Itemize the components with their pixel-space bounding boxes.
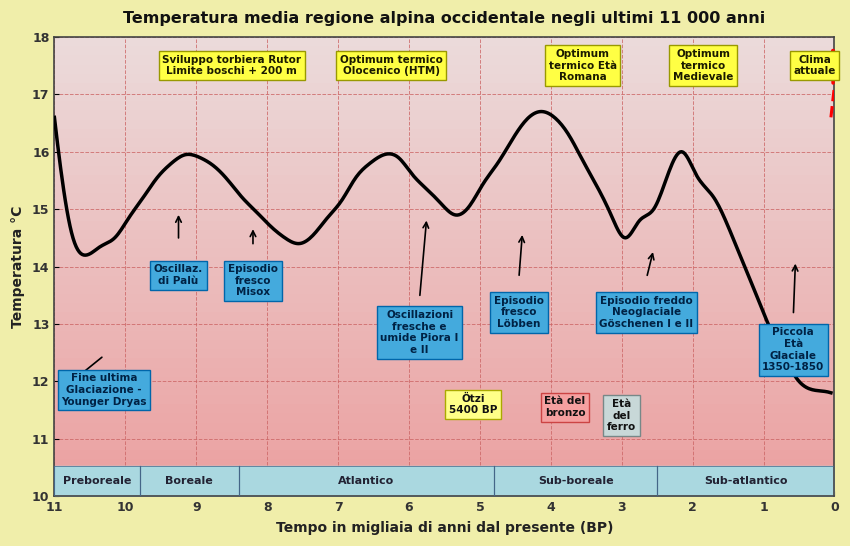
- Text: Clima
attuale: Clima attuale: [793, 55, 836, 76]
- Y-axis label: Temperatura °C: Temperatura °C: [11, 205, 26, 328]
- Text: Piccola
Età
Glaciale
1350-1850: Piccola Età Glaciale 1350-1850: [762, 328, 824, 372]
- X-axis label: Tempo in migliaia di anni dal presente (BP): Tempo in migliaia di anni dal presente (…: [275, 521, 613, 535]
- Text: Oscillazioni
fresche e
umide Piora I
e II: Oscillazioni fresche e umide Piora I e I…: [381, 310, 459, 355]
- Text: Sviluppo torbiera Rutor
Limite boschi + 200 m: Sviluppo torbiera Rutor Limite boschi + …: [162, 55, 301, 76]
- Text: Età del
bronzo: Età del bronzo: [545, 396, 586, 418]
- Text: Optimum termico
Olocenico (HTM): Optimum termico Olocenico (HTM): [340, 55, 443, 76]
- Text: Atlantico: Atlantico: [338, 476, 394, 486]
- Text: Ötzi
5400 BP: Ötzi 5400 BP: [449, 394, 497, 415]
- Text: Episodio
fresco
Misox: Episodio fresco Misox: [228, 264, 278, 298]
- Text: Età
del
ferro: Età del ferro: [607, 399, 637, 432]
- Title: Temperatura media regione alpina occidentale negli ultimi 11 000 anni: Temperatura media regione alpina occiden…: [123, 11, 766, 26]
- Text: Episodio
fresco
Löbben: Episodio fresco Löbben: [494, 296, 544, 329]
- Text: Sub-atlantico: Sub-atlantico: [704, 476, 788, 486]
- Text: Boreale: Boreale: [165, 476, 213, 486]
- Text: Optimum
termico Età
Romana: Optimum termico Età Romana: [548, 49, 617, 82]
- Text: Episodio freddo
Neoglaciale
Göschenen I e II: Episodio freddo Neoglaciale Göschenen I …: [599, 296, 694, 329]
- Text: Optimum
termico
Medievale: Optimum termico Medievale: [673, 49, 734, 82]
- Text: Sub-boreale: Sub-boreale: [538, 476, 614, 486]
- Text: Fine ultima
Glaciazione -
Younger Dryas: Fine ultima Glaciazione - Younger Dryas: [61, 373, 147, 407]
- Text: Oscillaz.
di Palù: Oscillaz. di Palù: [154, 264, 203, 286]
- Text: Preboreale: Preboreale: [63, 476, 131, 486]
